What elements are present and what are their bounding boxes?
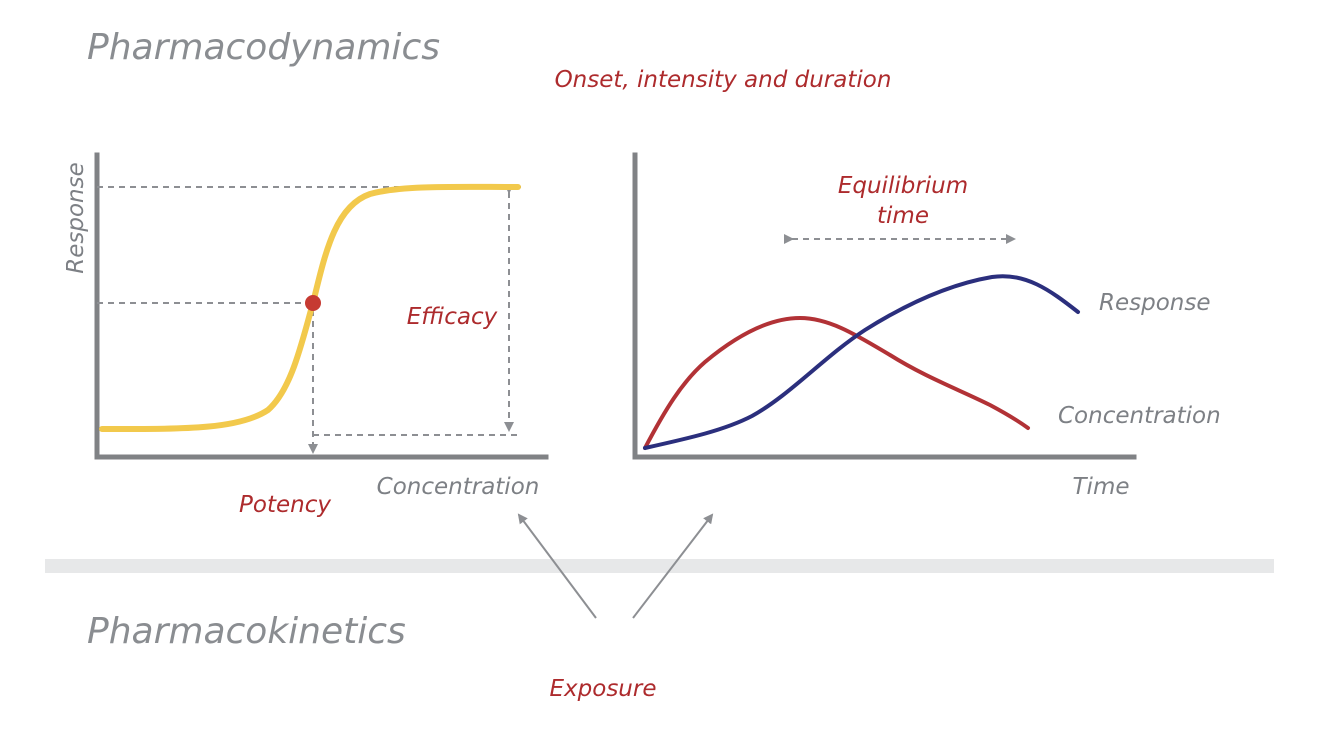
ec50-point: [305, 295, 321, 311]
concentration-curve: [643, 316, 1030, 450]
exposure-arrow-to-time-course: [632, 513, 714, 619]
potency-label: Potency: [239, 492, 331, 518]
time-course-chart: Equilibrium time Response Concentration …: [632, 152, 1221, 500]
time-course-axes: [632, 152, 1137, 460]
response-curve: [643, 274, 1080, 450]
equilibrium-time-label-line1: Equilibrium: [838, 173, 968, 199]
exposure-label: Exposure: [550, 676, 657, 702]
pharmacodynamics-title: Pharmacodynamics: [87, 27, 440, 68]
pharmacokinetics-title: Pharmacokinetics: [87, 611, 406, 652]
time-axis-label: Time: [1073, 474, 1130, 500]
concentration-axis-label: Concentration: [377, 474, 540, 500]
response-axis-label: Response: [63, 162, 89, 274]
pharmacodynamics-subtitle: Onset, intensity and duration: [555, 67, 892, 93]
dose-response-chart: Response Concentration Efficacy Potency: [63, 152, 549, 518]
dose-response-axes: [94, 152, 549, 460]
concentration-curve-label: Concentration: [1058, 403, 1221, 429]
exposure-arrow-to-concentration: [517, 513, 597, 619]
efficacy-label: Efficacy: [407, 304, 498, 330]
equilibrium-time-label-line2: time: [877, 203, 929, 229]
section-divider: [45, 559, 1274, 573]
response-curve-label: Response: [1099, 290, 1211, 316]
